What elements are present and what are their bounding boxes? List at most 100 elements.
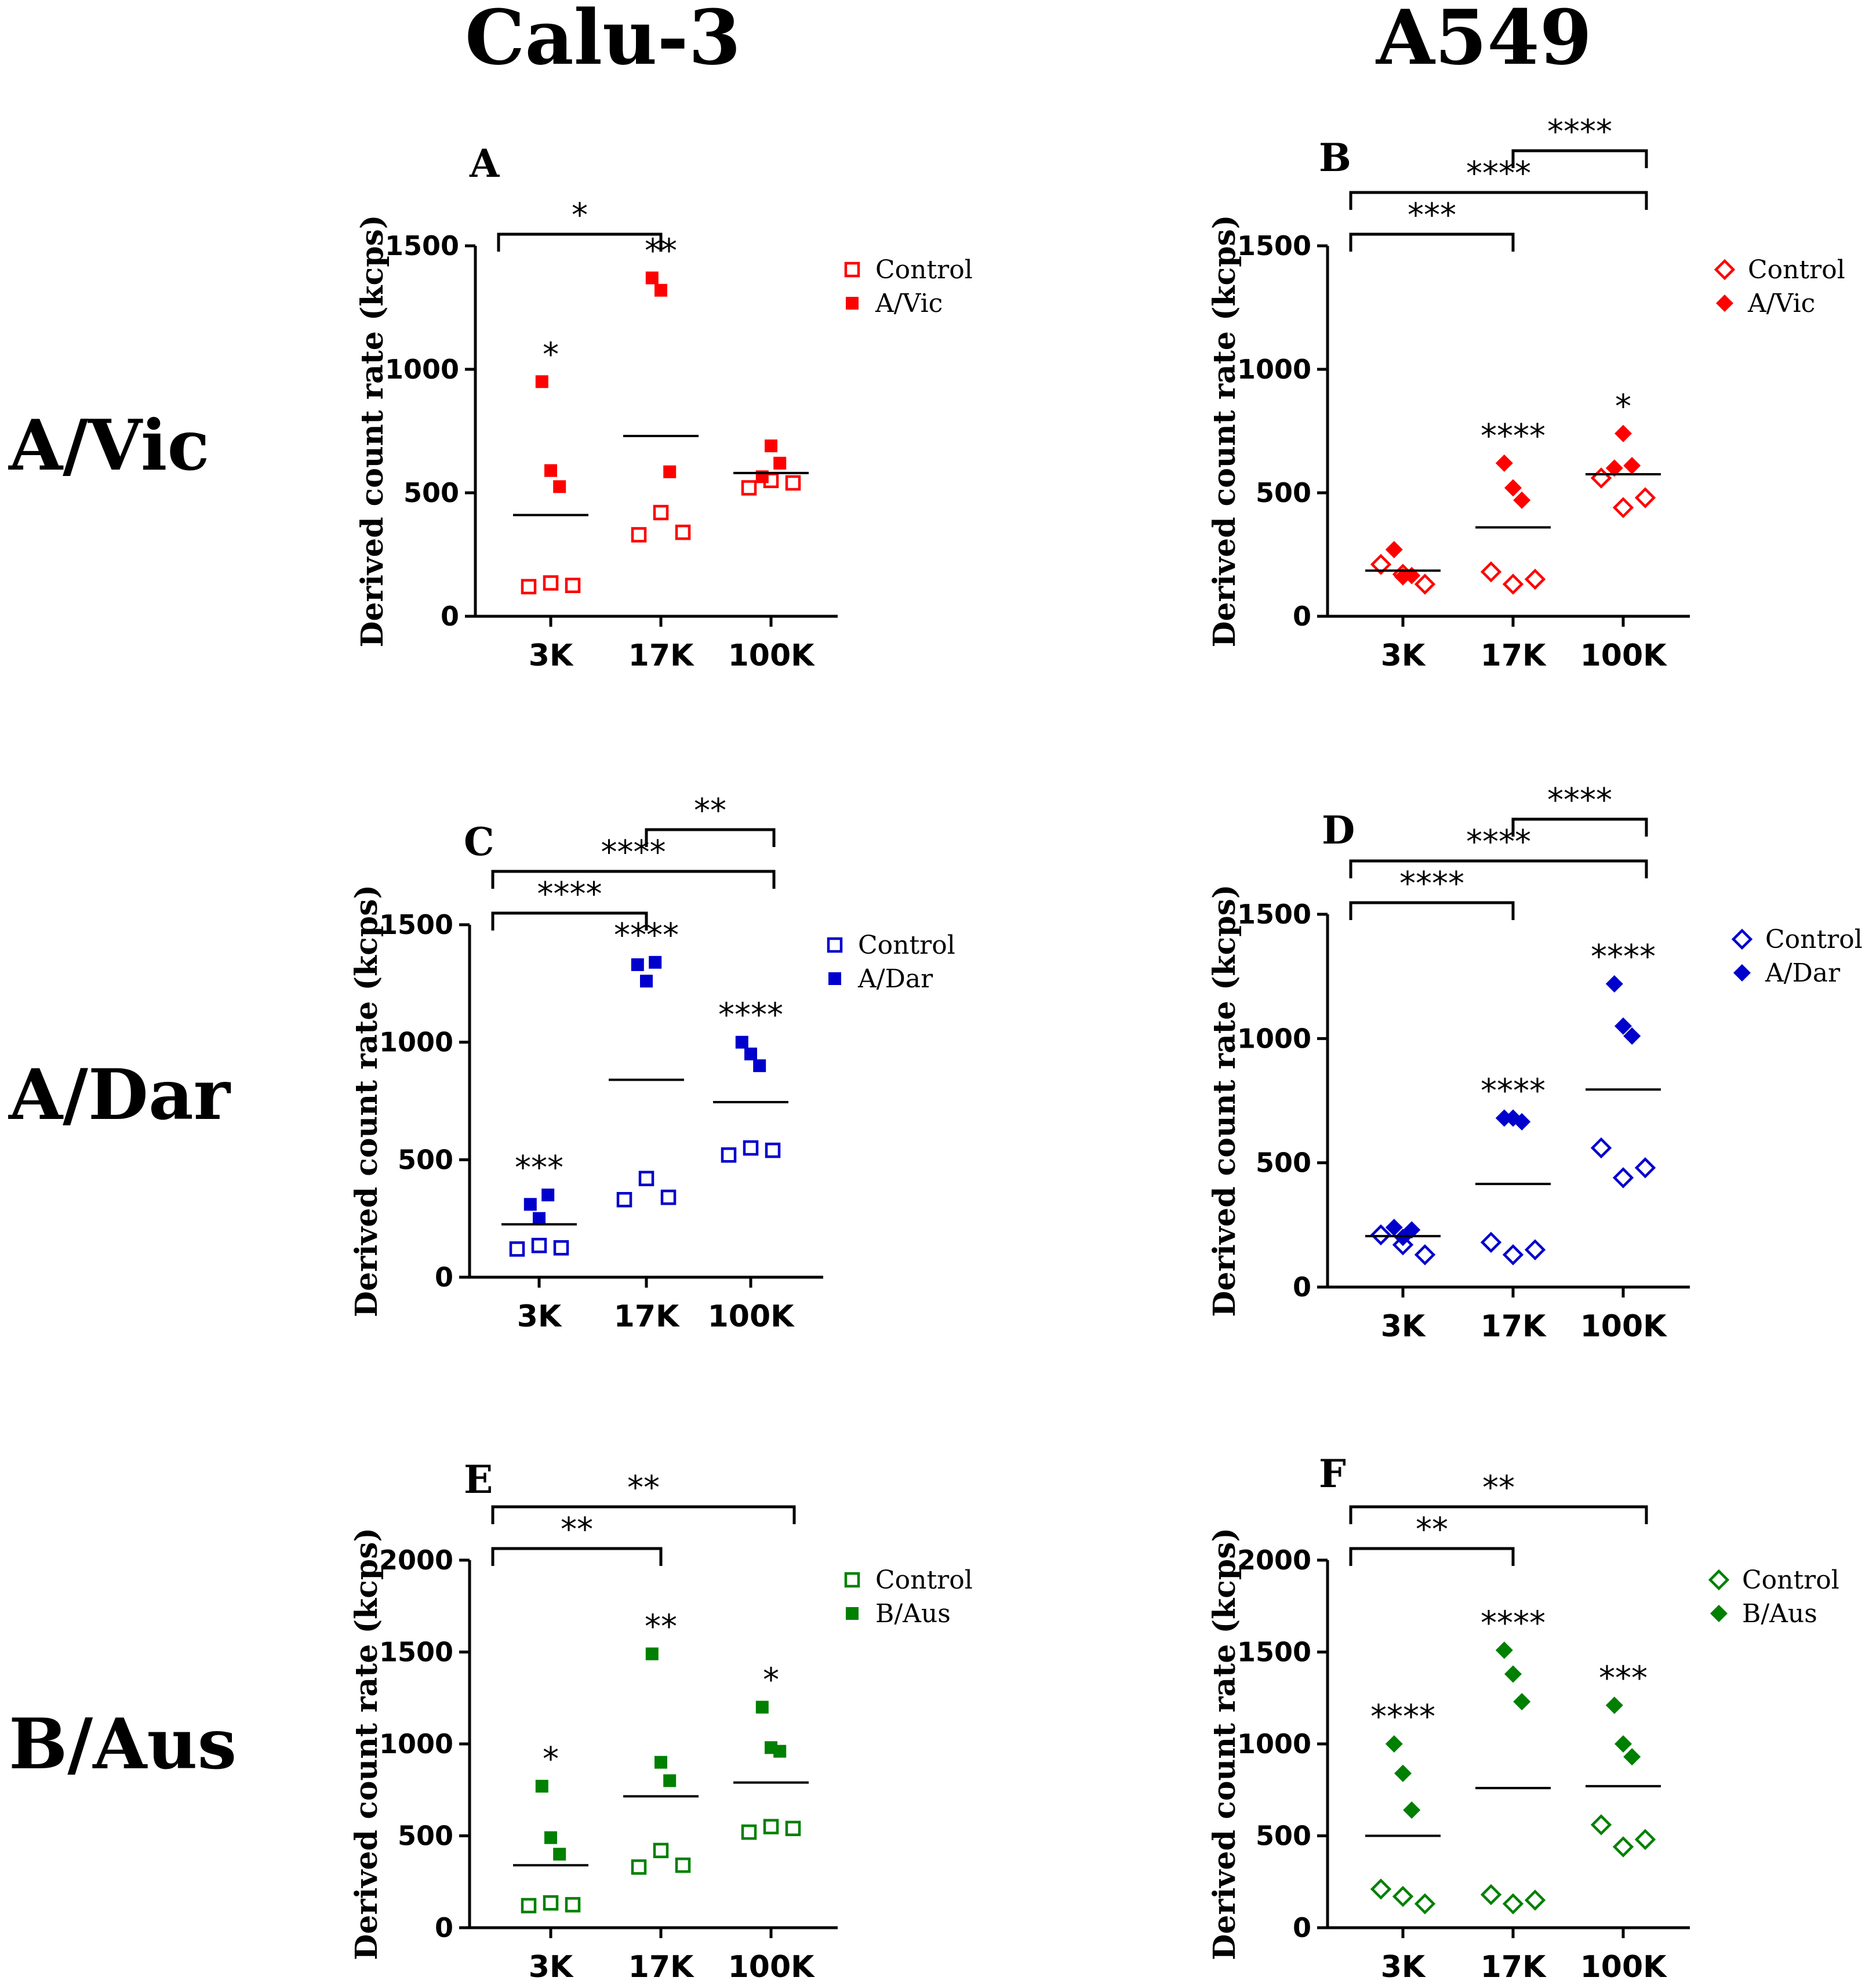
control-point — [653, 504, 669, 521]
treated-point — [544, 1831, 557, 1844]
row-title-baus: B/Aus — [9, 1703, 237, 1785]
y-tick-label: 1000 — [385, 354, 459, 385]
legend-control-marker — [844, 261, 860, 278]
y-tick-label: 0 — [435, 1262, 453, 1293]
control-point — [743, 1140, 759, 1156]
significance-bracket — [1511, 149, 1648, 168]
significance-bracket — [1511, 817, 1648, 837]
treated-point — [640, 975, 653, 988]
control-point — [675, 1857, 691, 1873]
control-point — [521, 579, 537, 595]
treated-point — [649, 955, 662, 969]
x-tick-label: 3K — [529, 638, 574, 673]
y-tick-label: 500 — [1256, 477, 1311, 508]
y-tick-label: 0 — [1293, 1271, 1311, 1303]
x-tick-label: 3K — [1381, 1309, 1426, 1344]
panel-f: F 0 500 1000 1500 2000 3K 17K 100K Derived count … — [1207, 1451, 1839, 1985]
treated-point — [1615, 1017, 1632, 1035]
treated-point — [753, 1059, 766, 1073]
x-tick-label: 100K — [708, 1299, 795, 1334]
control-point — [1590, 1814, 1612, 1836]
x-tick-label: 100K — [1580, 638, 1668, 673]
treated-point — [654, 284, 667, 297]
legend-control-label: Control — [1748, 255, 1845, 285]
treated-point — [1504, 1665, 1522, 1683]
treated-point — [773, 456, 787, 470]
treated-point — [1513, 491, 1531, 509]
significance-stars: **** — [1370, 1698, 1435, 1736]
significance-bracket — [645, 828, 776, 847]
legend-treated-marker — [1716, 295, 1733, 312]
x-tick-label: 17K — [614, 1299, 680, 1334]
y-tick-label: 1000 — [379, 1027, 453, 1058]
x-tick-label: 17K — [1481, 1309, 1547, 1344]
significance-bracket — [491, 1547, 663, 1566]
control-point — [1414, 1893, 1436, 1914]
panel-letter: C — [464, 819, 494, 864]
treated-point — [1623, 1748, 1641, 1766]
control-point — [616, 1191, 632, 1208]
legend-control-label: Control — [875, 1565, 973, 1595]
panel-letter: D — [1322, 808, 1355, 853]
control-point — [1370, 554, 1392, 575]
legend-control-label: Control — [1765, 925, 1863, 954]
treated-point — [1605, 975, 1623, 993]
y-tick-label: 2000 — [379, 1544, 453, 1576]
y-tick-label: 1000 — [379, 1728, 453, 1760]
significance-stars: **** — [1481, 1073, 1546, 1110]
treated-point — [1495, 454, 1513, 472]
control-point — [721, 1147, 737, 1163]
treated-point — [765, 439, 777, 453]
treated-point — [663, 465, 677, 478]
legend-treated-label: A/Dar — [1765, 958, 1841, 988]
control-point — [531, 1238, 547, 1253]
bracket-stars: **** — [1466, 823, 1531, 861]
significance-stars: **** — [718, 997, 783, 1034]
control-point — [1414, 1244, 1436, 1266]
row-title-adar: A/Dar — [8, 1054, 231, 1136]
bracket-stars: **** — [1547, 782, 1612, 819]
control-point — [741, 480, 757, 496]
panel-a: A 0 500 1000 1500 3K 17K 100K Derived count rate… — [355, 141, 973, 673]
y-tick-label: 1500 — [379, 1637, 453, 1668]
control-point — [785, 475, 801, 491]
x-tick-label: 3K — [1381, 1950, 1426, 1985]
control-point — [1634, 487, 1656, 508]
control-point — [1502, 1244, 1524, 1266]
control-point — [741, 1824, 757, 1840]
y-tick-label: 0 — [1293, 601, 1311, 632]
control-point — [1590, 467, 1612, 489]
treated-point — [535, 375, 548, 388]
bracket-stars: **** — [1466, 155, 1531, 192]
control-point — [1392, 1885, 1414, 1907]
y-tick-label: 1500 — [1237, 1637, 1311, 1668]
significance-bracket — [1349, 1505, 1648, 1524]
significance-stars: * — [543, 336, 559, 373]
treated-point — [654, 1756, 667, 1769]
control-point — [660, 1189, 677, 1205]
legend-treated-marker — [828, 972, 841, 985]
treated-point — [535, 1779, 548, 1793]
significance-bracket — [491, 870, 776, 889]
legend-control-marker — [827, 937, 843, 953]
treated-point — [1403, 1801, 1421, 1819]
panel-d: D 0 500 1000 1500 3K 17K 100K Derived count rate… — [1207, 782, 1863, 1344]
treated-point — [1495, 1109, 1513, 1127]
treated-point — [1513, 1113, 1531, 1131]
control-point — [1524, 1239, 1546, 1260]
control-point — [1612, 1836, 1634, 1858]
legend-treated-marker — [846, 1607, 859, 1620]
treated-point — [1615, 1735, 1632, 1753]
x-tick-label: 17K — [1481, 638, 1547, 673]
legend-control-label: Control — [875, 255, 973, 285]
y-tick-label: 0 — [435, 1912, 453, 1943]
x-tick-label: 100K — [1580, 1950, 1668, 1985]
significance-stars: *** — [1599, 1659, 1648, 1697]
x-tick-label: 100K — [1580, 1309, 1668, 1344]
control-point — [1634, 1829, 1656, 1851]
treated-point — [663, 1774, 677, 1787]
legend-control-marker — [1714, 259, 1736, 281]
panel-e: E 0 500 1000 1500 2000 3K 17K 100K Derived count … — [349, 1457, 973, 1985]
control-point — [1370, 1878, 1392, 1900]
